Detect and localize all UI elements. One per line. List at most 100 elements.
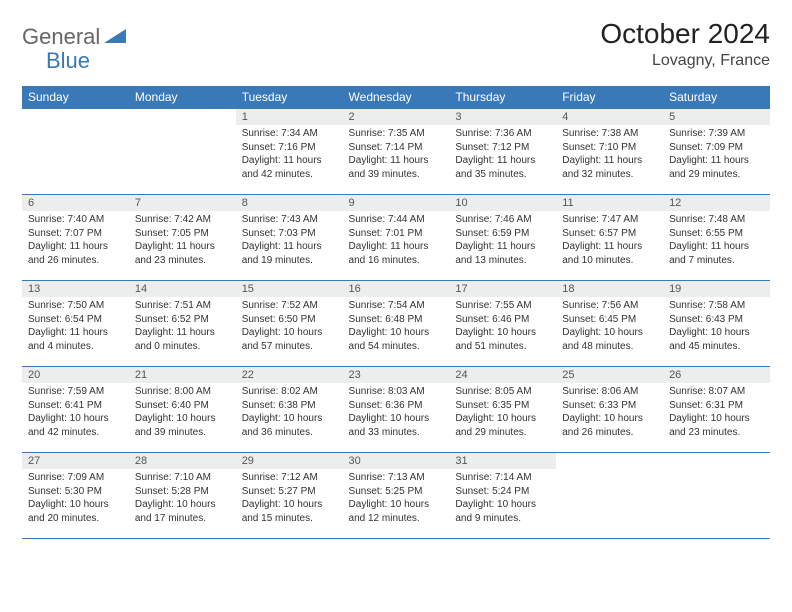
daylight-text: Daylight: 10 hours and 9 minutes. bbox=[455, 498, 550, 525]
daylight-text: Daylight: 11 hours and 0 minutes. bbox=[135, 326, 230, 353]
day-number: 18 bbox=[556, 281, 663, 297]
logo-text-2: Blue bbox=[46, 48, 90, 73]
sunrise-text: Sunrise: 7:48 AM bbox=[669, 213, 764, 227]
day-data: Sunrise: 8:00 AMSunset: 6:40 PMDaylight:… bbox=[129, 383, 236, 443]
day-number: 20 bbox=[22, 367, 129, 383]
logo-triangle-icon bbox=[104, 26, 126, 49]
daylight-text: Daylight: 11 hours and 7 minutes. bbox=[669, 240, 764, 267]
calendar-day-cell: 22Sunrise: 8:02 AMSunset: 6:38 PMDayligh… bbox=[236, 367, 343, 453]
weekday-header-row: Sunday Monday Tuesday Wednesday Thursday… bbox=[22, 86, 770, 109]
sunrise-text: Sunrise: 7:36 AM bbox=[455, 127, 550, 141]
day-data: Sunrise: 7:50 AMSunset: 6:54 PMDaylight:… bbox=[22, 297, 129, 357]
calendar-week-row: 6 Sunrise: 7:40 AMSunset: 7:07 PM Daylight… bbox=[22, 195, 770, 281]
sunrise-text: Sunrise: 7:47 AM bbox=[562, 213, 657, 227]
day-number: 29 bbox=[236, 453, 343, 469]
daylight-text: Daylight: 11 hours and 23 minutes. bbox=[135, 240, 230, 267]
day-data: Sunrise: 7:52 AMSunset: 6:50 PMDaylight:… bbox=[236, 297, 343, 357]
location: Lovagny, France bbox=[600, 52, 770, 70]
calendar-day-cell: 9Sunrise: 7:44 AMSunset: 7:01 PMDaylight… bbox=[343, 195, 450, 281]
sunrise-text: Sunrise: 7:34 AM bbox=[242, 127, 337, 141]
day-number: 3 bbox=[449, 109, 556, 125]
day-number: 9 bbox=[343, 195, 450, 211]
day-number: 28 bbox=[129, 453, 236, 469]
calendar-day-cell bbox=[556, 453, 663, 539]
sunset-text: Sunset: 7:07 PM bbox=[28, 227, 123, 241]
daylight-text: Daylight: 10 hours and 45 minutes. bbox=[669, 326, 764, 353]
sunset-text: Sunset: 6:52 PM bbox=[135, 313, 230, 327]
calendar-day-cell bbox=[663, 453, 770, 539]
day-data: Sunrise: 8:03 AMSunset: 6:36 PMDaylight:… bbox=[343, 383, 450, 443]
sunrise-text: Sunrise: 8:06 AM bbox=[562, 385, 657, 399]
sunrise-text: Sunrise: 7:10 AM bbox=[135, 471, 230, 485]
day-number: 31 bbox=[449, 453, 556, 469]
calendar-day-cell: 23Sunrise: 8:03 AMSunset: 6:36 PMDayligh… bbox=[343, 367, 450, 453]
calendar-day-cell: 31Sunrise: 7:14 AMSunset: 5:24 PMDayligh… bbox=[449, 453, 556, 539]
calendar-day-cell: 4Sunrise: 7:38 AMSunset: 7:10 PMDaylight… bbox=[556, 109, 663, 195]
sunset-text: Sunset: 5:27 PM bbox=[242, 485, 337, 499]
sunrise-text: Sunrise: 7:40 AM bbox=[28, 213, 123, 227]
logo-text-1: General bbox=[22, 24, 100, 50]
calendar-day-cell bbox=[22, 109, 129, 195]
day-data: Sunrise: 7:13 AMSunset: 5:25 PMDaylight:… bbox=[343, 469, 450, 529]
sunset-text: Sunset: 6:35 PM bbox=[455, 399, 550, 413]
sunrise-text: Sunrise: 7:09 AM bbox=[28, 471, 123, 485]
daylight-text: Daylight: 11 hours and 32 minutes. bbox=[562, 154, 657, 181]
day-number: 16 bbox=[343, 281, 450, 297]
day-data: Sunrise: 7:42 AMSunset: 7:05 PMDaylight:… bbox=[129, 211, 236, 271]
day-data: Sunrise: 8:06 AMSunset: 6:33 PMDaylight:… bbox=[556, 383, 663, 443]
day-number: 22 bbox=[236, 367, 343, 383]
weekday-header: Tuesday bbox=[236, 86, 343, 109]
sunrise-text: Sunrise: 7:59 AM bbox=[28, 385, 123, 399]
calendar-week-row: 1Sunrise: 7:34 AMSunset: 7:16 PMDaylight… bbox=[22, 109, 770, 195]
daylight-text: Daylight: 11 hours and 19 minutes. bbox=[242, 240, 337, 267]
sunrise-text: Sunrise: 7:51 AM bbox=[135, 299, 230, 313]
sunset-text: Sunset: 6:59 PM bbox=[455, 227, 550, 241]
sunset-text: Sunset: 6:38 PM bbox=[242, 399, 337, 413]
calendar-day-cell: 20 Sunrise: 7:59 AMSunset: 6:41 PMDayligh… bbox=[22, 367, 129, 453]
day-number: 8 bbox=[236, 195, 343, 211]
sunset-text: Sunset: 6:33 PM bbox=[562, 399, 657, 413]
weekday-header: Saturday bbox=[663, 86, 770, 109]
sunset-text: Sunset: 7:16 PM bbox=[242, 141, 337, 155]
sunrise-text: Sunrise: 7:42 AM bbox=[135, 213, 230, 227]
day-number: 5 bbox=[663, 109, 770, 125]
day-number: 30 bbox=[343, 453, 450, 469]
calendar-day-cell: 15Sunrise: 7:52 AMSunset: 6:50 PMDayligh… bbox=[236, 281, 343, 367]
calendar-day-cell: 17Sunrise: 7:55 AMSunset: 6:46 PMDayligh… bbox=[449, 281, 556, 367]
day-number: 26 bbox=[663, 367, 770, 383]
day-number: 24 bbox=[449, 367, 556, 383]
sunset-text: Sunset: 5:28 PM bbox=[135, 485, 230, 499]
sunset-text: Sunset: 7:03 PM bbox=[242, 227, 337, 241]
daylight-text: Daylight: 11 hours and 42 minutes. bbox=[242, 154, 337, 181]
weekday-header: Monday bbox=[129, 86, 236, 109]
sunrise-text: Sunrise: 7:12 AM bbox=[242, 471, 337, 485]
calendar-day-cell: 24Sunrise: 8:05 AMSunset: 6:35 PMDayligh… bbox=[449, 367, 556, 453]
day-data: Sunrise: 7:35 AMSunset: 7:14 PMDaylight:… bbox=[343, 125, 450, 185]
day-data: Sunrise: 7:12 AMSunset: 5:27 PMDaylight:… bbox=[236, 469, 343, 529]
daylight-text: Daylight: 10 hours and 33 minutes. bbox=[349, 412, 444, 439]
sunset-text: Sunset: 6:48 PM bbox=[349, 313, 444, 327]
calendar-day-cell: 26Sunrise: 8:07 AMSunset: 6:31 PMDayligh… bbox=[663, 367, 770, 453]
daylight-text: Daylight: 10 hours and 42 minutes. bbox=[28, 412, 123, 439]
day-number: 6 bbox=[22, 195, 129, 211]
sunset-text: Sunset: 6:41 PM bbox=[28, 399, 123, 413]
calendar-week-row: 20Sunrise: 7:59 AMSunset: 6:41 PMDayligh… bbox=[22, 367, 770, 453]
day-number: 27 bbox=[22, 453, 129, 469]
day-data: Sunrise: 7:09 AMSunset: 5:30 PMDaylight:… bbox=[22, 469, 129, 529]
day-number: 4 bbox=[556, 109, 663, 125]
daylight-text: Daylight: 10 hours and 48 minutes. bbox=[562, 326, 657, 353]
sunrise-text: Sunrise: 7:52 AM bbox=[242, 299, 337, 313]
calendar-day-cell: 16 Sunrise: 7:54 AMSunset: 6:48 PMDayligh… bbox=[343, 281, 450, 367]
daylight-text: Daylight: 10 hours and 36 minutes. bbox=[242, 412, 337, 439]
calendar-day-cell: 6Sunrise: 7:40 AMSunset: 7:07 PMDaylight… bbox=[22, 195, 129, 281]
sunrise-text: Sunrise: 7:35 AM bbox=[349, 127, 444, 141]
day-data: Sunrise: 8:02 AMSunset: 6:38 PMDaylight:… bbox=[236, 383, 343, 443]
sunrise-text: Sunrise: 7:54 AM bbox=[349, 299, 444, 313]
day-number: 2 bbox=[343, 109, 450, 125]
calendar-day-cell: 25Sunrise: 8:06 AMSunset: 6:33 PMDayligh… bbox=[556, 367, 663, 453]
day-data: Sunrise: 7:34 AMSunset: 7:16 PMDaylight:… bbox=[236, 125, 343, 185]
calendar-week-row: 13Sunrise: 7:50 AMSunset: 6:54 PMDayligh… bbox=[22, 281, 770, 367]
day-number: 13 bbox=[22, 281, 129, 297]
daylight-text: Daylight: 10 hours and 54 minutes. bbox=[349, 326, 444, 353]
day-data: Sunrise: 7:38 AMSunset: 7:10 PMDaylight:… bbox=[556, 125, 663, 185]
